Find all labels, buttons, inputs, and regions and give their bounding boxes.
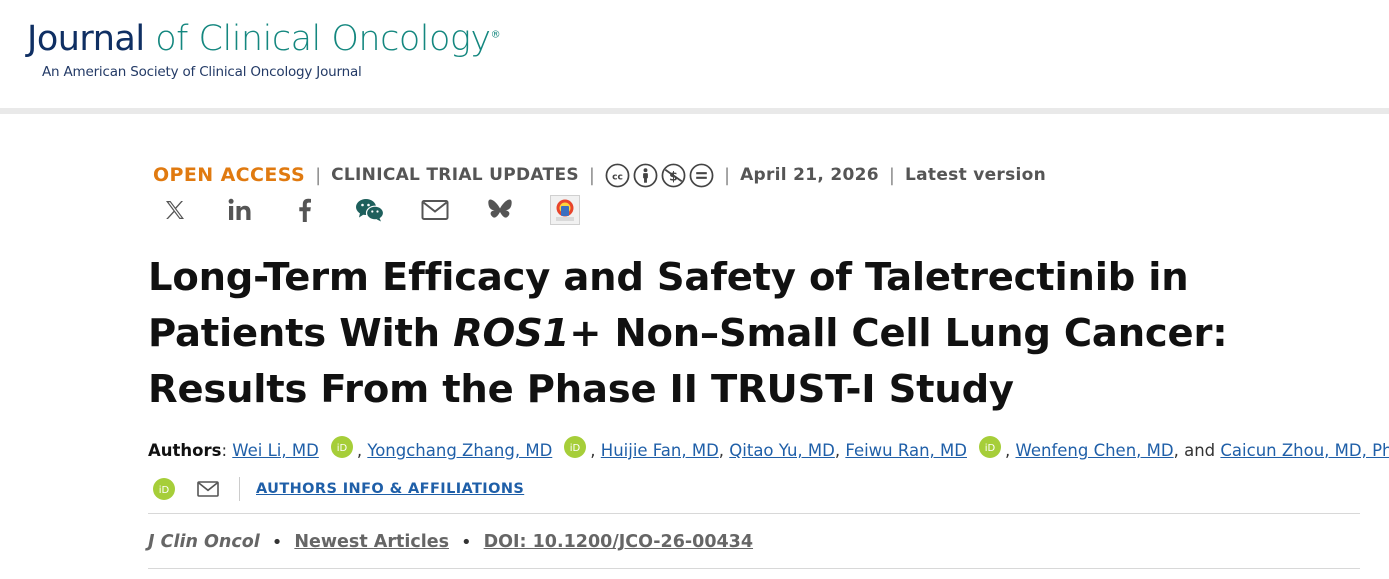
logo-wordmark: Journal of Clinical Oncology® bbox=[27, 19, 501, 59]
facebook-icon bbox=[299, 198, 311, 222]
cc-icon: cc bbox=[605, 163, 630, 187]
meta-separator: | bbox=[723, 164, 731, 186]
author-comma: , bbox=[834, 441, 841, 460]
bullet-separator: • bbox=[460, 531, 472, 553]
svg-text:cc: cc bbox=[612, 172, 623, 182]
author-link[interactable]: Wei Li, MD bbox=[232, 441, 319, 460]
author-comma: , bbox=[590, 441, 596, 460]
journal-abbreviation: J Clin Oncol bbox=[148, 532, 260, 552]
nd-icon bbox=[689, 163, 714, 187]
meta-separator: | bbox=[315, 164, 322, 186]
logo-journal-word: Journal bbox=[27, 19, 145, 59]
svg-text:iD: iD bbox=[159, 485, 170, 496]
orcid-icon[interactable]: iD bbox=[564, 436, 587, 458]
author-link[interactable]: Huijie Fan, MD bbox=[600, 441, 719, 460]
orcid-icon[interactable]: iD bbox=[153, 478, 175, 500]
doi-link[interactable]: DOI: 10.1200/JCO-26-00434 bbox=[483, 532, 754, 552]
share-wechat-button[interactable] bbox=[355, 195, 385, 225]
publication-date: April 21, 2026 bbox=[740, 165, 879, 185]
author-comma: , bbox=[1173, 441, 1179, 460]
title-part-2: + Non–Small Cell Lung Cancer: Results Fr… bbox=[148, 311, 1228, 412]
email-icon bbox=[421, 200, 449, 220]
authors-label: Authors bbox=[148, 441, 222, 460]
mendeley-icon bbox=[550, 195, 580, 225]
meta-separator: | bbox=[888, 164, 895, 186]
x-icon bbox=[166, 201, 184, 219]
article-meta-row: OPEN ACCESS | CLINICAL TRIAL UPDATES | c… bbox=[153, 162, 1046, 188]
logo-registered-mark: ® bbox=[490, 29, 501, 41]
svg-text:iD: iD bbox=[985, 443, 996, 454]
authors-colon: : bbox=[221, 441, 228, 460]
journal-logo[interactable]: Journal of Clinical Oncology® An America… bbox=[27, 19, 501, 81]
meta-separator: | bbox=[588, 164, 595, 186]
article-category: CLINICAL TRIAL UPDATES bbox=[331, 165, 579, 185]
title-gene-name: ROS1 bbox=[453, 311, 570, 356]
orcid-icon[interactable]: iD bbox=[330, 436, 353, 458]
share-mendeley-button[interactable] bbox=[550, 195, 580, 225]
share-x-button[interactable] bbox=[160, 195, 190, 225]
svg-text:iD: iD bbox=[337, 443, 348, 454]
title-part-1: Long-Term Efficacy and Safety of Taletre… bbox=[148, 255, 1189, 356]
divider bbox=[148, 568, 1360, 569]
share-facebook-button[interactable] bbox=[290, 195, 320, 225]
wechat-icon bbox=[356, 199, 385, 222]
nc-icon: $ bbox=[661, 163, 686, 187]
logo-subtitle: An American Society of Clinical Oncology… bbox=[42, 64, 362, 80]
bluesky-icon bbox=[488, 199, 512, 218]
version-label: Latest version bbox=[904, 165, 1047, 185]
header-divider-bar bbox=[0, 108, 1389, 114]
share-bluesky-button[interactable] bbox=[485, 195, 515, 225]
author-link[interactable]: Feiwu Ran, MD bbox=[845, 441, 967, 460]
divider bbox=[148, 513, 1360, 514]
author-comma: , bbox=[1004, 441, 1011, 460]
vertical-divider bbox=[239, 477, 240, 501]
article-title: Long-Term Efficacy and Safety of Taletre… bbox=[148, 250, 1368, 418]
author-comma: , bbox=[718, 441, 725, 460]
orcid-icon[interactable]: iD bbox=[978, 436, 1001, 458]
citation-line: J Clin Oncol • Newest Articles • DOI: 10… bbox=[148, 528, 753, 556]
email-icon[interactable] bbox=[197, 480, 219, 498]
section-link[interactable]: Newest Articles bbox=[294, 532, 449, 552]
svg-text:iD: iD bbox=[570, 443, 581, 454]
site-header: Journal of Clinical Oncology® An America… bbox=[0, 0, 1389, 108]
author-comma: , bbox=[356, 441, 363, 460]
share-toolbar bbox=[160, 194, 615, 226]
author-link[interactable]: Yongchang Zhang, MD bbox=[367, 441, 553, 460]
logo-journal-rest: of Clinical Oncology bbox=[144, 19, 491, 59]
bullet-separator: • bbox=[271, 531, 283, 553]
authors-affiliations-link[interactable]: AUTHORS INFO & AFFILIATIONS bbox=[256, 481, 525, 497]
author-link[interactable]: Wenfeng Chen, MD bbox=[1015, 441, 1174, 460]
author-actions-row: iD AUTHORS INFO & AFFILIATIONS bbox=[153, 476, 524, 502]
by-icon bbox=[633, 163, 658, 187]
authors-and: and bbox=[1184, 441, 1216, 460]
author-list: Authors: Wei Li, MD iD, Yongchang Zhang, … bbox=[148, 436, 1389, 465]
share-email-button[interactable] bbox=[420, 195, 450, 225]
linkedin-icon bbox=[228, 198, 251, 220]
author-link[interactable]: Caicun Zhou, MD, PhD bbox=[1220, 441, 1389, 460]
open-access-label: OPEN ACCESS bbox=[153, 164, 306, 186]
share-linkedin-button[interactable] bbox=[225, 195, 255, 225]
license-badges[interactable]: cc $ bbox=[605, 163, 714, 188]
author-link[interactable]: Qitao Yu, MD bbox=[729, 441, 835, 460]
